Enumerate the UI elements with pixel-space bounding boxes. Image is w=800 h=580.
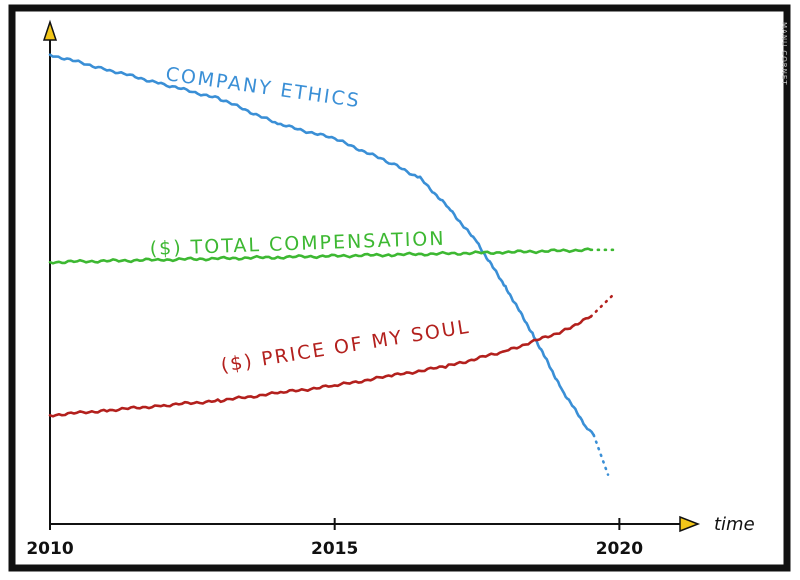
series-line-price-of-my-soul bbox=[48, 315, 593, 418]
series-line-company-ethics bbox=[48, 53, 595, 437]
x-ticks bbox=[49, 518, 621, 530]
series-layer bbox=[48, 53, 615, 476]
x-tick-labels: 2010 2015 2020 bbox=[26, 539, 643, 559]
series-projection-company-ethics bbox=[592, 433, 610, 476]
x-axis-title: time bbox=[714, 514, 755, 535]
y-axis-arrow bbox=[42, 19, 58, 41]
x-tick-label-2015: 2015 bbox=[311, 539, 358, 559]
x-tick-label-2020: 2020 bbox=[596, 539, 643, 559]
axes bbox=[42, 19, 701, 533]
x-axis-arrow bbox=[679, 515, 701, 533]
signature: MANU CORNET bbox=[780, 22, 788, 86]
x-tick-label-2010: 2010 bbox=[26, 539, 73, 559]
series-projection-price-of-my-soul bbox=[589, 292, 615, 318]
series-label-company-ethics: COMPANY ETHICS bbox=[164, 63, 362, 112]
chart-frame bbox=[8, 4, 791, 572]
series-line-total-compensation bbox=[48, 247, 593, 265]
